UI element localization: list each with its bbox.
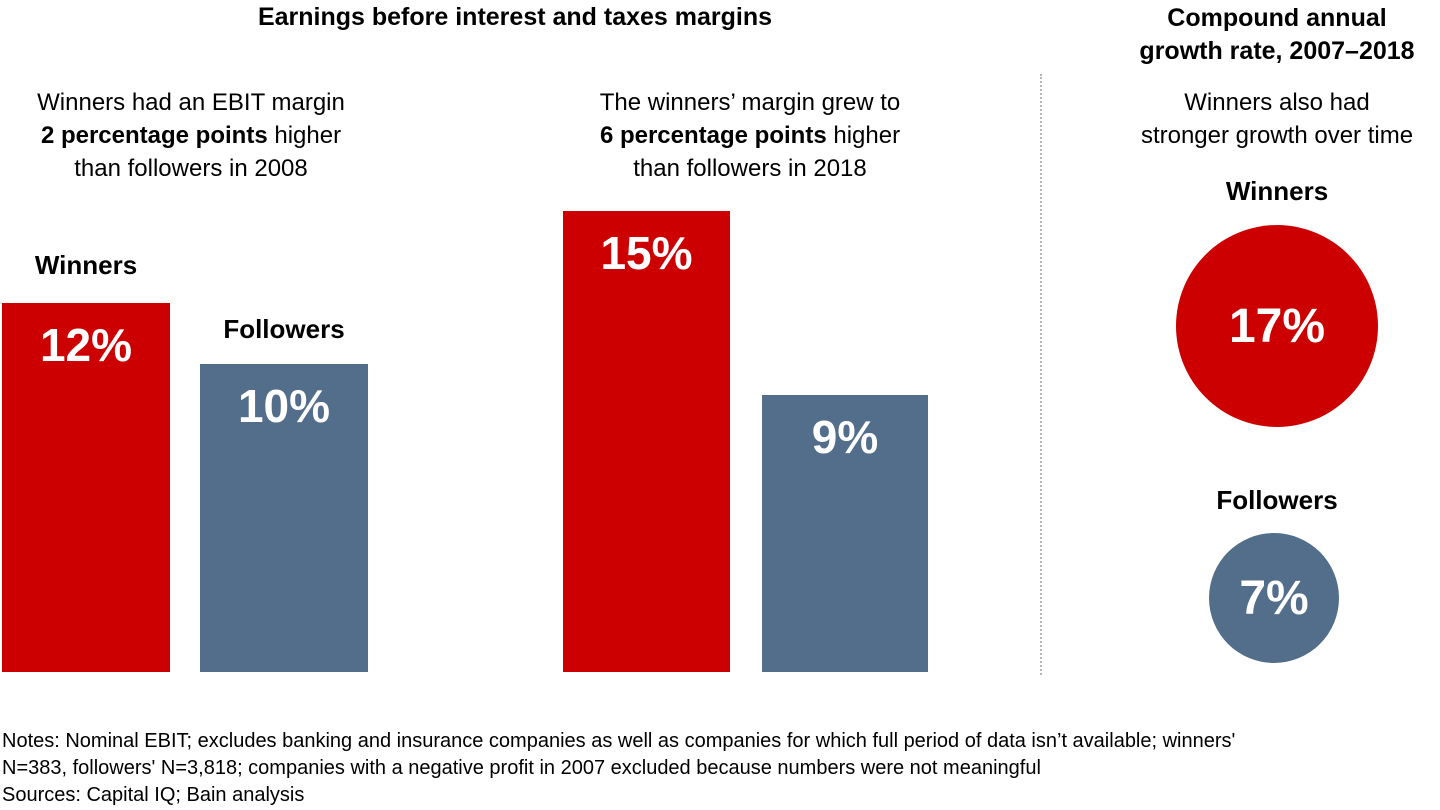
bar-followers-2018: 9%	[762, 395, 928, 672]
annotation-2018-line2-rest: higher	[826, 122, 901, 149]
bubble-winners-growth: 17%	[1176, 225, 1378, 427]
followers-label-growth: Followers	[1216, 485, 1338, 515]
right-section-title-line1: Compound annual	[1167, 4, 1387, 32]
bubble-value-winners: 17%	[1228, 299, 1326, 353]
annotation-2008-line3: than followers in 2008	[74, 155, 308, 182]
bubble-anchor-followers: 7%	[1209, 533, 1339, 663]
bar-value-winners-2018: 15%	[600, 227, 693, 279]
right-section-title: Compound annual growth rate, 2007–2018	[1107, 2, 1440, 68]
footnotes: Notes: Nominal EBIT; excludes banking an…	[2, 728, 1302, 809]
annotation-growth-line1: Winners also had	[1184, 89, 1370, 116]
bubble-anchor-winners: 17%	[1176, 225, 1378, 427]
bar-value-winners-2008: 12%	[39, 319, 133, 371]
annotation-2018-line3: than followers in 2018	[633, 155, 867, 182]
left-section-title: Earnings before interest and taxes margi…	[257, 3, 773, 31]
annotation-2008-line1: Winners had an EBIT margin	[37, 89, 345, 116]
annotation-growth: Winners also had stronger growth over ti…	[1107, 86, 1440, 152]
bar-value-followers-2008: 10%	[237, 380, 331, 432]
annotation-2008: Winners had an EBIT margin 2 percentage …	[0, 86, 382, 185]
annotation-2008-bold: 2 percentage points	[40, 122, 268, 149]
notes-line2: N=383, followers' N=3,818; companies wit…	[2, 757, 1041, 779]
bar-winners-2008: 12%	[2, 303, 170, 672]
dotted-section-divider	[1040, 74, 1042, 675]
annotation-2018-bold: 6 percentage points	[599, 122, 827, 149]
winners-label-2008: Winners	[34, 250, 138, 280]
sources-line: Sources: Capital IQ; Bain analysis	[2, 784, 305, 806]
followers-label-2008: Followers	[223, 314, 345, 344]
bar-followers-2008: 10%	[200, 364, 368, 672]
bar-winners-2018: 15%	[563, 211, 730, 672]
bubble-value-followers: 7%	[1239, 571, 1309, 625]
winners-label-growth: Winners	[1225, 176, 1329, 206]
notes-line1: Notes: Nominal EBIT; excludes banking an…	[2, 730, 1236, 752]
annotation-2008-line2-rest: higher	[267, 122, 342, 149]
annotation-growth-line2: stronger growth over time	[1140, 122, 1414, 149]
annotation-2018: The winners’ margin grew to 6 percentage…	[555, 86, 945, 185]
right-section-title-line2: growth rate, 2007–2018	[1139, 37, 1415, 65]
bar-value-followers-2018: 9%	[811, 411, 879, 463]
bubble-followers-growth: 7%	[1209, 533, 1339, 663]
annotation-2018-line1: The winners’ margin grew to	[599, 89, 901, 116]
